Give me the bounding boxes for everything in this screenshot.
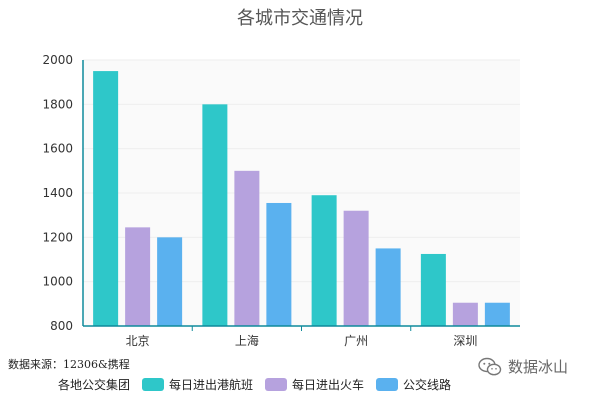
bar[interactable] xyxy=(202,104,228,326)
y-tick-label: 800 xyxy=(50,319,73,333)
legend-item-flights[interactable]: 每日进出港航班 xyxy=(142,376,253,393)
bar[interactable] xyxy=(234,170,260,326)
x-tick-label: 广州 xyxy=(344,334,368,348)
y-tick-label: 1200 xyxy=(42,230,73,244)
legend-swatch-bus xyxy=(376,378,399,391)
legend-title: 各地公交集团 xyxy=(58,378,131,392)
legend: 各地公交集团 每日进出港航班 每日进出火车 公交线路 xyxy=(58,376,463,393)
bar[interactable] xyxy=(266,202,292,326)
chart-title: 各城市交通情况 xyxy=(237,8,363,29)
legend-item-trains[interactable]: 每日进出火车 xyxy=(265,376,364,393)
data-source-note: 数据来源：12306&携程 xyxy=(8,358,130,371)
x-tick-label: 深圳 xyxy=(453,334,477,348)
bar[interactable] xyxy=(93,71,119,326)
legend-label-trains: 每日进出火车 xyxy=(292,378,365,392)
bar[interactable] xyxy=(125,227,151,326)
x-tick-label: 上海 xyxy=(235,333,259,348)
bar[interactable] xyxy=(375,248,401,326)
bar[interactable] xyxy=(484,302,510,326)
y-tick-label: 1800 xyxy=(42,97,73,111)
legend-swatch-flights xyxy=(142,378,165,391)
bar[interactable] xyxy=(452,302,478,326)
bar[interactable] xyxy=(343,210,369,326)
x-tick-label: 北京 xyxy=(126,334,150,348)
legend-item-bus[interactable]: 公交线路 xyxy=(376,376,451,393)
bar[interactable] xyxy=(311,195,337,326)
legend-swatch-trains xyxy=(265,378,288,391)
bar[interactable] xyxy=(157,237,183,326)
y-tick-label: 1600 xyxy=(42,142,73,156)
wechat-icon xyxy=(478,357,502,375)
bar[interactable] xyxy=(420,253,446,326)
watermark: 数据冰山 xyxy=(478,356,568,377)
legend-label-bus: 公交线路 xyxy=(403,378,452,392)
watermark-text: 数据冰山 xyxy=(508,358,569,376)
y-tick-label: 1400 xyxy=(42,186,73,200)
y-tick-label: 1000 xyxy=(42,275,73,289)
y-tick-label: 2000 xyxy=(42,53,73,67)
legend-label-flights: 每日进出港航班 xyxy=(169,378,254,392)
